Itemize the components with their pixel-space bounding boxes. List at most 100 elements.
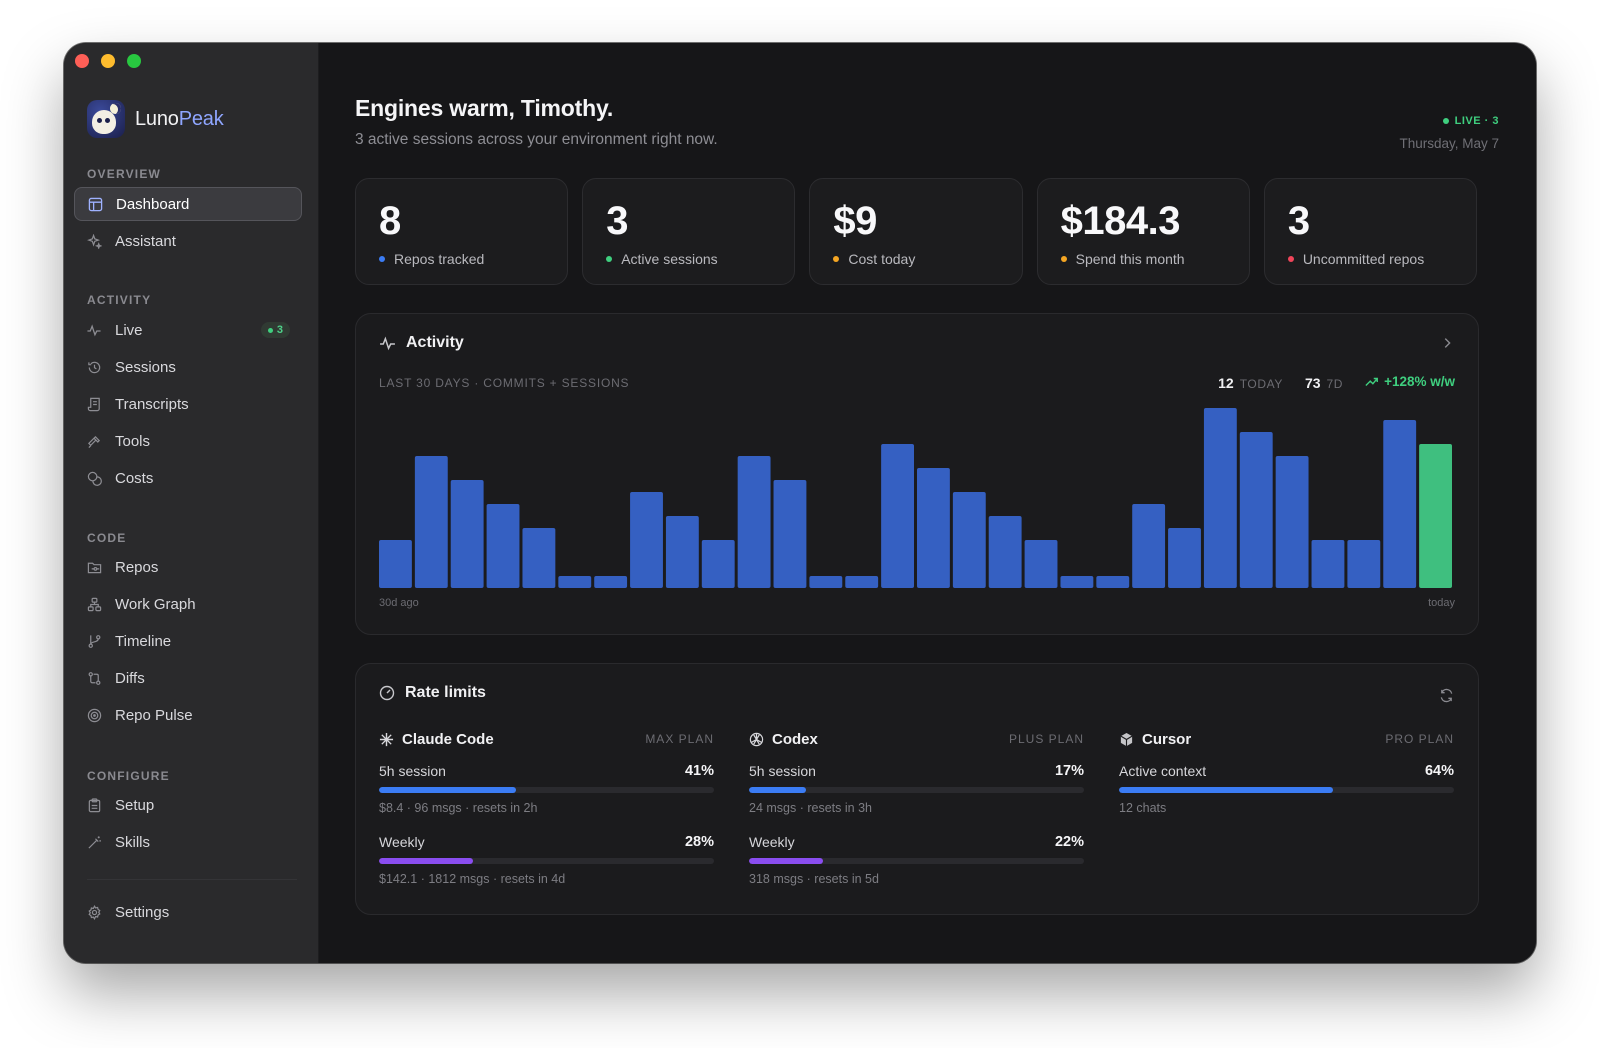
activity-bar[interactable]	[1347, 540, 1381, 588]
stat-card-active-sessions[interactable]: 3 Active sessions	[582, 178, 796, 285]
provider-name: Cursor	[1119, 731, 1191, 748]
limit-row-weekly: Weekly 22% 318 msgs · resets in 5d	[749, 834, 1084, 886]
activity-bar[interactable]	[845, 576, 879, 588]
minimize-window-button[interactable]	[101, 54, 115, 68]
activity-bar[interactable]	[1275, 456, 1309, 588]
folder-git-icon	[86, 559, 102, 575]
sidebar-item-repo-pulse[interactable]: Repo Pulse	[74, 698, 302, 732]
zoom-window-button[interactable]	[127, 54, 141, 68]
activity-bar[interactable]	[486, 504, 520, 588]
activity-bar-today[interactable]	[1419, 444, 1452, 588]
stat-value: $9	[833, 199, 877, 243]
sidebar-item-label: Tools	[115, 432, 151, 450]
sparkle-icon	[86, 233, 102, 249]
sidebar-item-tools[interactable]: Tools	[74, 424, 302, 458]
sidebar-item-assistant[interactable]: Assistant	[74, 224, 302, 258]
chevron-right-icon[interactable]	[1440, 336, 1454, 355]
activity-bar[interactable]	[988, 516, 1022, 588]
activity-bar[interactable]	[379, 540, 412, 588]
current-date: Thursday, May 7	[1399, 136, 1499, 151]
activity-bar[interactable]	[773, 480, 807, 588]
gauge-icon	[379, 685, 395, 701]
activity-bar[interactable]	[594, 576, 628, 588]
history-icon	[86, 359, 102, 375]
provider-name: Codex	[749, 731, 818, 748]
activity-bar[interactable]	[1311, 540, 1345, 588]
openai-knot-icon	[749, 732, 764, 746]
sidebar-item-label: Timeline	[115, 632, 172, 650]
sidebar-item-label: Setup	[115, 796, 155, 814]
week-count: 73	[1304, 374, 1321, 391]
sidebar-item-live[interactable]: Live 3	[74, 313, 302, 347]
plan-label: PRO PLAN	[1385, 732, 1454, 746]
sidebar-item-label: Repo Pulse	[115, 706, 193, 724]
limit-percent: 22%	[1054, 834, 1084, 850]
gear-icon	[86, 904, 102, 920]
provider-cursor: Cursor PRO PLAN Active context 64% 12 ch…	[1119, 727, 1454, 815]
activity-bar[interactable]	[1168, 528, 1201, 588]
window-controls	[75, 54, 141, 68]
pulse-icon	[380, 336, 395, 350]
stat-card-spend-month[interactable]: $184.3 Spend this month	[1036, 178, 1250, 285]
activity-bar[interactable]	[737, 456, 771, 588]
live-indicator[interactable]: LIVE · 3	[1442, 115, 1499, 127]
activity-bar[interactable]	[1132, 504, 1166, 588]
today-unit: TODAY	[1239, 376, 1283, 391]
activity-bar[interactable]	[952, 492, 986, 588]
activity-bar[interactable]	[630, 492, 663, 588]
stat-card-repos-tracked[interactable]: 8 Repos tracked	[355, 178, 569, 285]
brand[interactable]: LunoPeak	[87, 100, 224, 138]
sidebar-item-label: Settings	[115, 903, 170, 921]
week-unit: 7D	[1326, 376, 1344, 391]
sidebar-divider	[87, 879, 297, 880]
stat-value: 8	[379, 199, 401, 243]
activity-bar[interactable]	[450, 480, 484, 588]
refresh-icon[interactable]	[1439, 688, 1454, 708]
activity-bar[interactable]	[701, 540, 735, 588]
live-count-badge: 3	[260, 322, 290, 338]
sidebar-item-skills[interactable]: Skills	[74, 825, 302, 859]
activity-bar[interactable]	[1024, 540, 1058, 588]
activity-bar[interactable]	[558, 576, 592, 588]
sidebar-item-label: Live	[115, 321, 143, 339]
sidebar-item-costs[interactable]: Costs	[74, 461, 302, 495]
limit-percent: 41%	[684, 763, 714, 779]
activity-bar[interactable]	[917, 468, 950, 588]
stat-card-cost-today[interactable]: $9 Cost today	[809, 178, 1023, 285]
pulse-icon	[86, 322, 102, 338]
stat-card-uncommitted-repos[interactable]: 3 Uncommitted repos	[1263, 178, 1478, 285]
limit-meta: 318 msgs · resets in 5d	[749, 872, 879, 886]
sidebar-item-timeline[interactable]: Timeline	[74, 624, 302, 658]
activity-bar[interactable]	[1096, 576, 1130, 588]
sidebar-item-setup[interactable]: Setup	[74, 788, 302, 822]
sidebar-item-label: Costs	[115, 469, 154, 487]
activity-bar[interactable]	[1203, 408, 1237, 588]
stat-cards: 8 Repos tracked 3 Active sessions $9 Cos…	[355, 178, 1478, 285]
activity-bar[interactable]	[809, 576, 843, 588]
activity-bar[interactable]	[1060, 576, 1094, 588]
asterisk-icon	[379, 732, 394, 746]
sidebar-item-dashboard[interactable]: Dashboard	[74, 187, 302, 221]
axis-label-start: 30d ago	[379, 597, 419, 609]
activity-bar[interactable]	[665, 516, 699, 588]
sidebar-item-label: Diffs	[115, 669, 145, 687]
close-window-button[interactable]	[75, 54, 89, 68]
limit-meta: 24 msgs · resets in 3h	[749, 801, 872, 815]
sidebar-item-repos[interactable]: Repos	[74, 550, 302, 584]
app-window: LunoPeak OVERVIEW Dashboard Assistant AC…	[64, 43, 1536, 963]
activity-bar[interactable]	[414, 456, 448, 588]
sidebar-item-work-graph[interactable]: Work Graph	[74, 587, 302, 621]
sidebar-item-settings[interactable]: Settings	[74, 895, 302, 929]
sidebar-item-diffs[interactable]: Diffs	[74, 661, 302, 695]
status-dot-icon	[606, 256, 613, 262]
activity-bar[interactable]	[1383, 420, 1417, 588]
plan-label: MAX PLAN	[645, 732, 714, 746]
today-count: 12	[1218, 374, 1234, 391]
coins-icon	[86, 470, 102, 486]
sidebar-item-sessions[interactable]: Sessions	[74, 350, 302, 384]
activity-bar[interactable]	[881, 444, 914, 588]
sidebar-item-transcripts[interactable]: Transcripts	[74, 387, 302, 421]
activity-bar[interactable]	[522, 528, 556, 588]
page-subtitle: 3 active sessions across your environmen…	[355, 131, 718, 148]
activity-bar[interactable]	[1239, 432, 1273, 588]
